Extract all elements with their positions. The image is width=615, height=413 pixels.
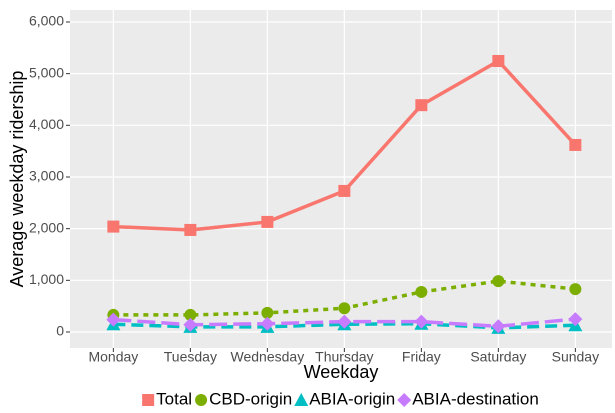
marker	[183, 317, 198, 332]
marker	[492, 275, 505, 288]
marker	[195, 394, 208, 406]
marker	[338, 302, 351, 315]
marker	[261, 215, 274, 228]
legend: Total CBD-origin ABIA-origin ABIA-destinati…	[142, 389, 539, 408]
x-tick-label: Wednesday	[231, 349, 305, 365]
marker	[261, 306, 274, 319]
marker	[142, 394, 155, 406]
y-axis-title: Average weekday ridership	[7, 71, 27, 288]
marker	[568, 312, 583, 327]
marker	[184, 223, 197, 236]
marker	[414, 314, 429, 329]
marker	[106, 312, 121, 327]
marker	[569, 283, 582, 296]
x-tick-label: Friday	[402, 349, 441, 365]
legend-label: Total	[156, 389, 192, 408]
marker	[294, 393, 309, 406]
y-tick-label: 0	[56, 323, 64, 339]
x-tick-label: Monday	[88, 349, 138, 365]
legend-item: Total	[142, 389, 192, 408]
marker	[260, 316, 275, 331]
legend-item: ABIA-destination	[397, 389, 539, 408]
y-tick-label: 1,000	[29, 271, 64, 287]
plot-panel	[70, 10, 612, 348]
marker	[569, 138, 582, 151]
legend-label: CBD-origin	[209, 389, 292, 408]
x-axis-title: Weekday	[304, 362, 379, 382]
marker	[415, 99, 428, 112]
x-tick-label: Tuesday	[164, 349, 217, 365]
marker	[337, 314, 352, 329]
marker	[415, 285, 428, 298]
x-tick-label: Sunday	[552, 349, 599, 365]
marker	[492, 54, 505, 67]
legend-item: CBD-origin	[195, 389, 292, 408]
marker	[491, 319, 506, 334]
marker	[107, 220, 120, 233]
y-tick-label: 3,000	[29, 168, 64, 184]
marker	[397, 393, 412, 407]
y-tick-label: 5,000	[29, 64, 64, 80]
legend-label: ABIA-destination	[412, 389, 539, 408]
x-tick-label: Saturday	[470, 349, 526, 365]
legend-item: ABIA-origin	[294, 389, 395, 408]
marker	[338, 184, 351, 197]
legend-label: ABIA-origin	[309, 389, 395, 408]
y-tick-label: 6,000	[29, 13, 64, 29]
marker	[184, 308, 197, 321]
y-tick-label: 4,000	[29, 116, 64, 132]
x-tick-label: Thursday	[315, 349, 373, 365]
y-tick-label: 2,000	[29, 219, 64, 235]
